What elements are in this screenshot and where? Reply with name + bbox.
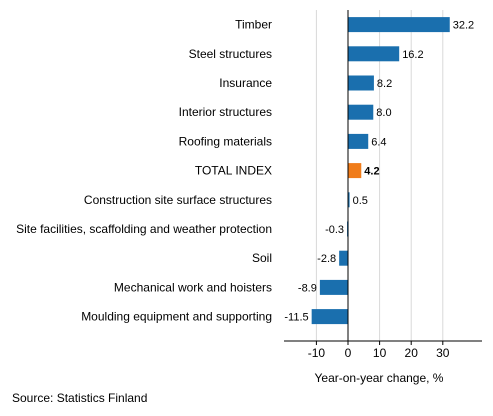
value-label: 6.4 — [371, 136, 386, 148]
category-label: Moulding equipment and supporting — [81, 310, 272, 324]
bar — [319, 279, 348, 295]
category-label: Mechanical work and hoisters — [114, 280, 272, 294]
value-label: -8.9 — [298, 282, 317, 294]
value-labels: 32.2 16.2 8.2 8.0 6.4 4.2 0.5 -0.3 -2.8 -8.9 -11.5 — [284, 20, 474, 324]
bar — [348, 104, 374, 120]
category-label: TOTAL INDEX — [195, 164, 272, 178]
value-label: 4.2 — [364, 166, 379, 178]
value-label: 8.0 — [376, 107, 391, 119]
x-axis-title: Year-on-year change, % — [315, 371, 444, 385]
bar — [348, 133, 369, 149]
value-label: -2.8 — [317, 253, 336, 265]
value-label: -0.3 — [325, 224, 344, 236]
category-label: Timber — [235, 18, 272, 32]
grid-lines — [315, 10, 444, 341]
x-tick-label: 30 — [436, 346, 450, 360]
bar — [311, 309, 348, 325]
category-label: Steel structures — [189, 47, 272, 61]
category-label: Insurance — [219, 76, 272, 90]
bar — [348, 75, 374, 91]
value-label: 16.2 — [402, 49, 423, 61]
bars — [311, 17, 450, 325]
value-label: 0.5 — [353, 195, 368, 207]
value-label: 8.2 — [377, 78, 392, 90]
bar — [348, 17, 450, 33]
value-label: 32.2 — [453, 20, 474, 32]
x-tick-label: 20 — [405, 346, 419, 360]
source-note: Source: Statistics Finland — [12, 391, 148, 405]
x-axis: -10 0 10 20 30 — [284, 10, 482, 360]
category-label: Construction site surface structures — [84, 193, 272, 207]
category-label: Site facilities, scaffolding and weather… — [16, 222, 272, 236]
category-labels: Timber Steel structures Insurance Interior … — [16, 18, 272, 324]
category-label: Soil — [252, 251, 272, 265]
category-label: Interior structures — [179, 105, 272, 119]
value-label: -11.5 — [284, 312, 308, 324]
bar — [348, 163, 362, 179]
bar — [348, 46, 400, 62]
bar — [339, 250, 348, 266]
x-tick-label: -10 — [308, 346, 326, 360]
bar — [348, 192, 350, 208]
x-tick-label: 0 — [345, 346, 352, 360]
x-tick-label: 10 — [373, 346, 387, 360]
category-label: Roofing materials — [179, 134, 272, 148]
